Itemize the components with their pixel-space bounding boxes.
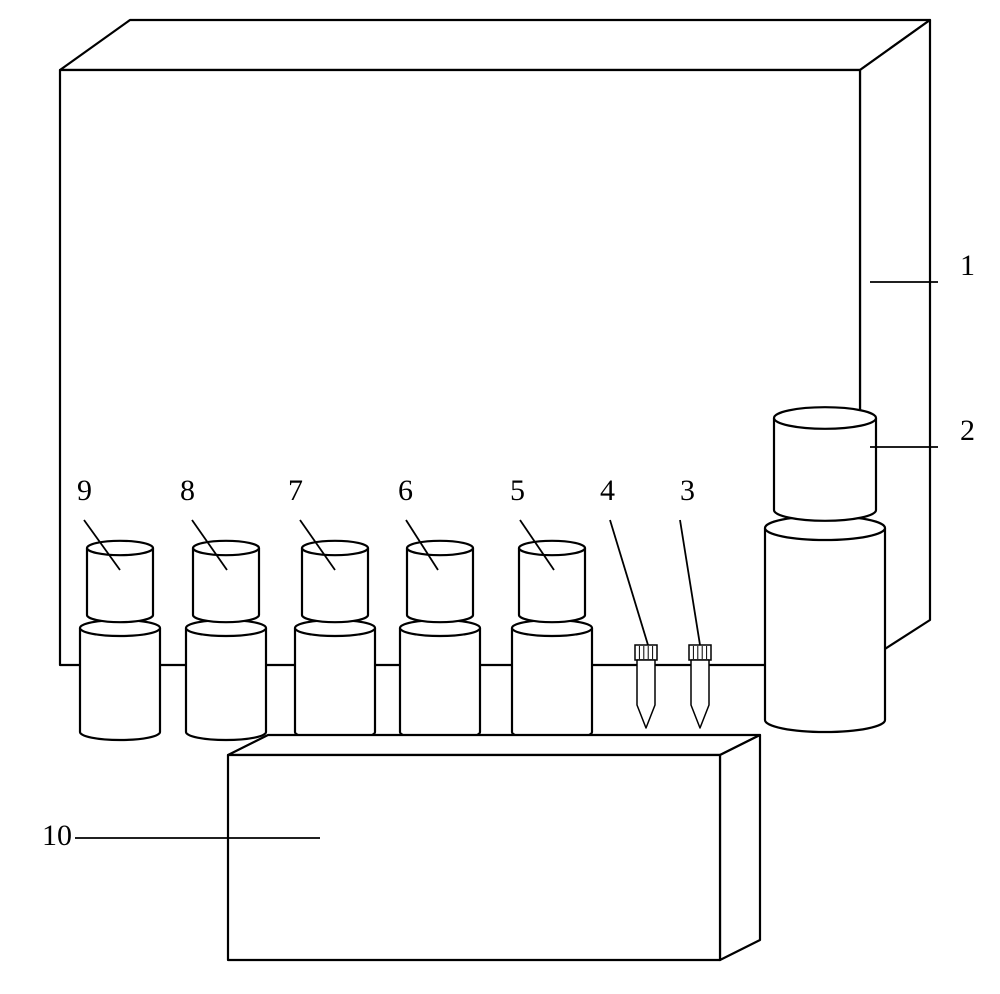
small-bottle-9 (80, 541, 160, 740)
label-4: 4 (600, 474, 615, 507)
small-bottle-8 (186, 541, 266, 740)
label-10: 10 (42, 819, 72, 852)
label-5: 5 (510, 474, 525, 507)
label-7: 7 (288, 474, 303, 507)
label-8: 8 (180, 474, 195, 507)
small-bottle-7 (295, 541, 375, 740)
small-bottle-5 (512, 541, 592, 740)
label-1: 1 (960, 249, 975, 282)
label-3: 3 (680, 474, 695, 507)
front-box (228, 735, 760, 960)
tube-4 (635, 645, 657, 728)
label-2: 2 (960, 414, 975, 447)
small-bottle-6 (400, 541, 480, 740)
big-bottle (765, 407, 885, 732)
label-6: 6 (398, 474, 413, 507)
tube-3 (689, 645, 711, 728)
label-9: 9 (77, 474, 92, 507)
